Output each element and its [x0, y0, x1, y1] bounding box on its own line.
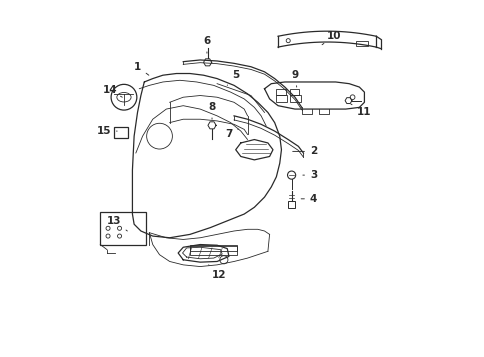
Text: 3: 3 — [302, 170, 317, 180]
Text: 14: 14 — [103, 85, 122, 97]
Text: 12: 12 — [208, 265, 226, 280]
Text: 8: 8 — [208, 102, 215, 119]
Text: 10: 10 — [321, 31, 340, 45]
Text: 6: 6 — [203, 36, 210, 53]
Text: 9: 9 — [291, 70, 298, 87]
Text: 1: 1 — [134, 62, 149, 75]
Text: 13: 13 — [106, 216, 127, 231]
Text: 2: 2 — [292, 146, 317, 156]
Text: 7: 7 — [225, 129, 238, 140]
Text: 5: 5 — [227, 70, 239, 85]
Text: 15: 15 — [96, 126, 117, 136]
Text: 11: 11 — [350, 104, 371, 117]
Text: 4: 4 — [301, 194, 317, 204]
